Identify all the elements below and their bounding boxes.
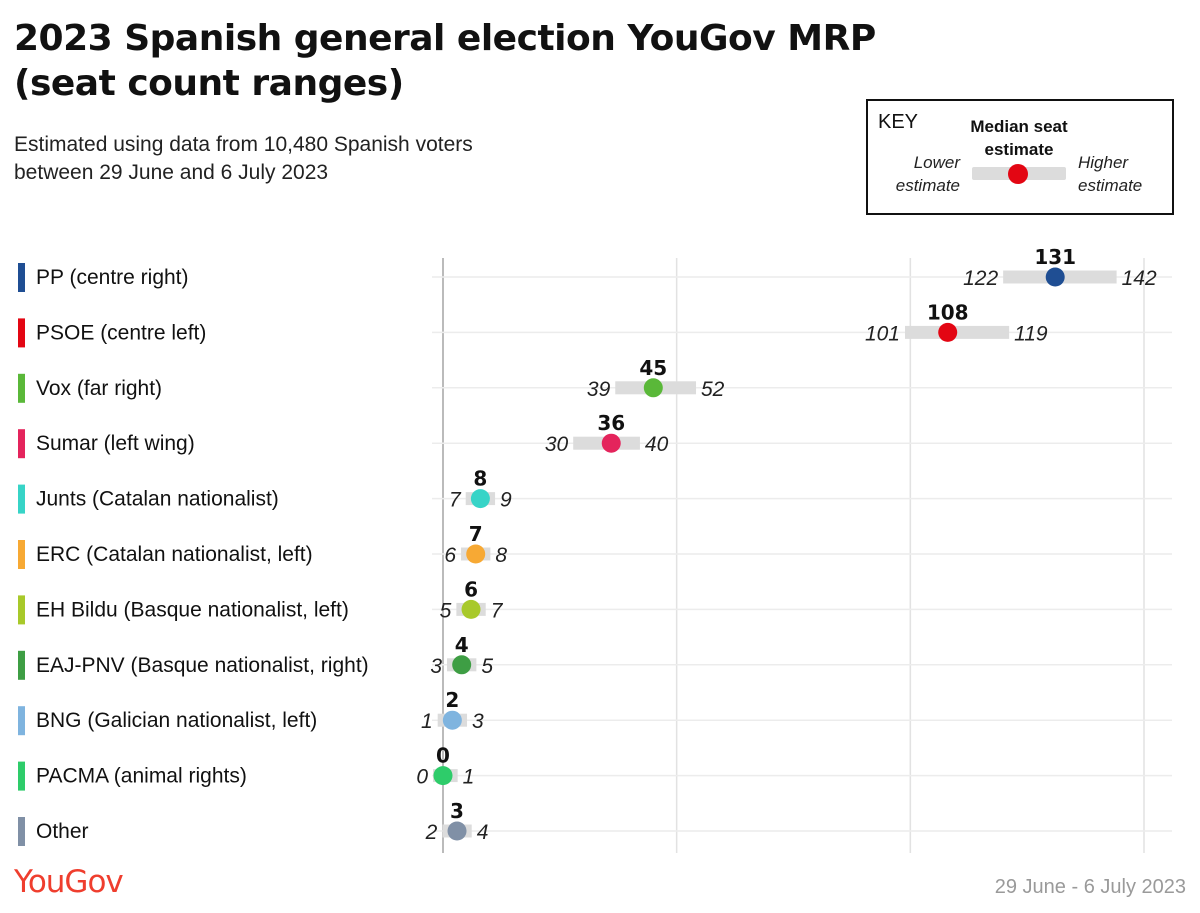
high-value-label: 4 [477,821,489,844]
median-dot [601,433,621,453]
party-label: ERC (Catalan nationalist, left) [36,543,313,566]
party-label: PACMA (animal rights) [36,765,247,788]
low-value-label: 2 [425,821,438,844]
key-median-dot [1008,164,1028,184]
key-lower-label: Lower estimate [872,151,960,197]
subtitle-line-2: between 29 June and 6 July 2023 [14,161,329,184]
high-value-label: 3 [472,710,484,733]
party-label: EAJ-PNV (Basque nationalist, right) [36,654,369,677]
low-value-label: 101 [865,322,900,345]
median-value-label: 6 [464,577,478,601]
legend-key: KEY Median seat estimate Lower estimate … [866,99,1174,215]
high-value-label: 142 [1122,267,1157,290]
low-value-label: 6 [444,544,456,567]
low-value-label: 122 [963,267,998,290]
chart-title: 2023 Spanish general election YouGov MRP… [14,18,876,104]
party-color-swatch [18,650,25,680]
median-dot [466,544,486,564]
median-dot [452,655,472,675]
key-lower-line-1: Lower [913,153,960,172]
median-dot [643,378,663,398]
key-higher-label: Higher estimate [1078,151,1170,197]
low-value-label: 39 [587,378,611,401]
median-dot [447,821,467,841]
key-higher-line-2: estimate [1078,176,1143,195]
median-value-label: 8 [473,467,487,491]
high-value-label: 5 [481,655,493,678]
low-value-label: 7 [449,489,462,512]
party-color-swatch [18,484,25,514]
low-value-label: 5 [440,599,452,622]
party-label: Sumar (left wing) [36,432,195,455]
key-median-label: Median seat estimate [954,115,1084,161]
low-value-label: 0 [416,766,428,789]
low-value-label: 1 [421,710,433,733]
party-color-swatch [18,373,25,403]
party-color-swatch [18,595,25,625]
chart-subtitle: Estimated using data from 10,480 Spanish… [14,131,614,187]
median-value-label: 3 [450,799,464,823]
high-value-label: 40 [645,433,669,456]
key-median-line-1: Median seat [970,117,1068,136]
party-label: PP (centre right) [36,266,189,289]
low-value-label: 3 [430,655,442,678]
high-value-label: 119 [1014,322,1048,345]
high-value-label: 8 [495,544,507,567]
median-value-label: 108 [927,300,969,324]
party-label: BNG (Galician nationalist, left) [36,709,317,732]
median-value-label: 2 [445,688,459,712]
median-dot [461,599,481,619]
party-color-swatch [18,540,25,569]
party-label: PSOE (centre left) [36,321,206,344]
party-color-swatch [18,318,25,348]
median-dot [938,322,958,342]
footer-date: 29 June - 6 July 2023 [994,876,1186,898]
party-label: Other [36,820,89,843]
party-label: Vox (far right) [36,377,162,400]
low-value-label: 30 [545,433,569,456]
party-color-swatch [18,817,25,846]
median-value-label: 45 [639,356,667,380]
subtitle-line-1: Estimated using data from 10,480 Spanish… [14,133,473,156]
party-color-swatch [18,429,25,459]
median-dot [1045,267,1065,287]
key-title: KEY [878,111,919,133]
party-color-swatch [18,761,25,791]
high-value-label: 52 [701,378,725,401]
median-dot [470,489,490,509]
median-value-label: 0 [436,744,450,768]
high-value-label: 9 [500,489,512,512]
key-higher-line-1: Higher [1078,153,1129,172]
party-color-swatch [18,263,25,292]
yougov-logo: YouGov [14,864,124,900]
median-value-label: 4 [455,633,469,657]
key-median-line-2: estimate [984,140,1054,159]
party-label: EH Bildu (Basque nationalist, left) [36,598,349,621]
median-dot [433,766,453,786]
party-label: Junts (Catalan nationalist) [36,488,279,511]
median-value-label: 131 [1034,245,1076,269]
median-value-label: 7 [469,522,483,546]
party-color-swatch [18,706,25,736]
high-value-label: 1 [463,766,475,789]
key-lower-line-2: estimate [895,176,960,195]
median-dot [442,710,462,730]
high-value-label: 7 [491,599,504,622]
median-value-label: 36 [597,411,625,435]
